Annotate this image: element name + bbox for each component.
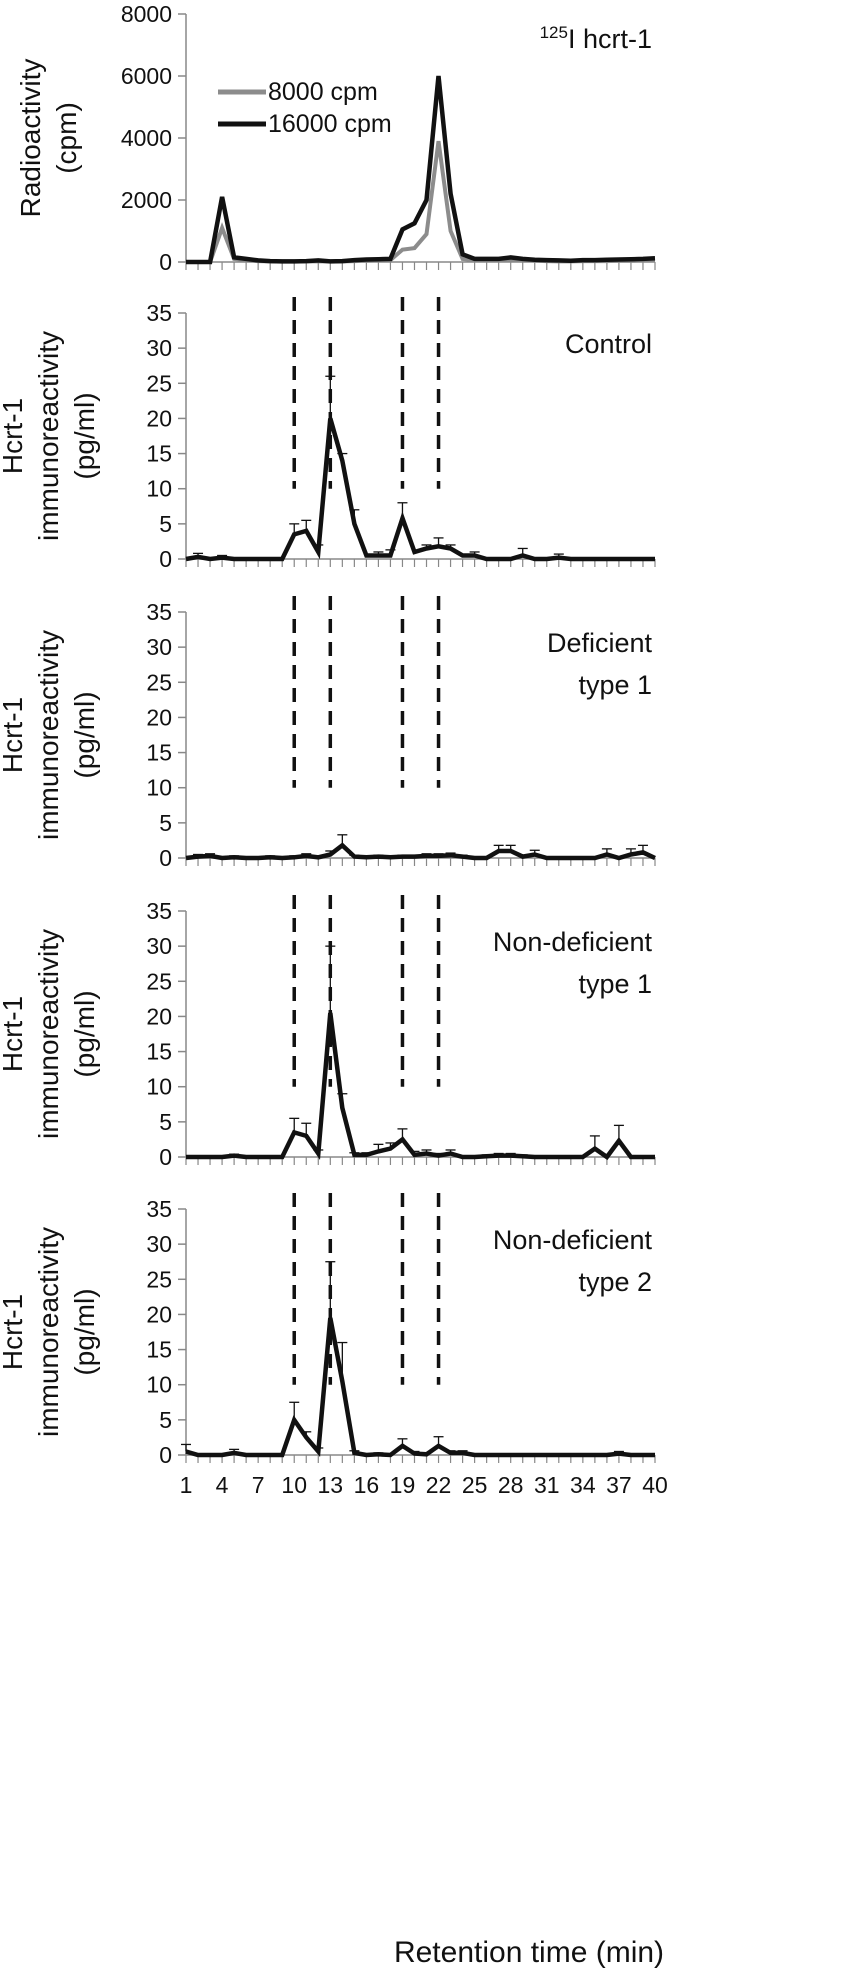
series-line-1 (186, 140, 656, 264)
y-tick-label: 20 (146, 704, 172, 730)
y-axis-label-line: immunoreactivity (33, 331, 64, 541)
chart-panel-4: 0 5 10 15 20 25 30 35 Hcrt-1 immunoreactivity (pg/… (0, 895, 656, 1170)
y-tick-label: 15 (146, 1337, 172, 1363)
panel-label-line: type 2 (578, 1267, 652, 1297)
x-tick-label: 28 (498, 1472, 524, 1498)
data-line (185, 417, 655, 562)
legend-entry: 16000 cpm (268, 110, 392, 138)
y-tick-label: 8000 (121, 1, 172, 27)
y-tick-label: 10 (146, 1074, 172, 1100)
x-tick-label: 10 (281, 1472, 307, 1498)
legend-entry: 8000 cpm (268, 78, 378, 106)
y-tick-label: 20 (146, 405, 172, 431)
y-tick-label: 15 (146, 441, 172, 467)
x-tick-label: 22 (426, 1472, 452, 1498)
y-tick-label: 30 (146, 933, 172, 959)
y-tick-label: 4000 (121, 125, 172, 151)
panel-label-line: Deficient (547, 628, 653, 658)
x-tick-label: 7 (252, 1472, 265, 1498)
y-tick-label: 20 (146, 1003, 172, 1029)
y-tick-label: 30 (146, 1231, 172, 1257)
series-line-2 (186, 75, 656, 265)
panel-label-line: Control (565, 329, 652, 359)
y-tick-label: 0 (159, 1144, 172, 1170)
chart-panel-5: 0 5 10 15 20 25 30 35 Hcrt-1 immunoreactivity (pg/… (0, 1193, 668, 1498)
panel-title: 125I hcrt-1 (540, 23, 652, 54)
data-line (185, 1317, 655, 1458)
y-axis-label-line: Hcrt-1 (0, 697, 28, 773)
y-tick-label: 0 (159, 249, 172, 275)
y-tick-label: 2000 (121, 187, 172, 213)
x-tick-label: 13 (318, 1472, 344, 1498)
y-axis-label-line: Radioactivity (15, 59, 46, 218)
y-tick-label: 35 (146, 300, 172, 326)
y-tick-label: 6000 (121, 63, 172, 89)
x-tick-label: 19 (390, 1472, 416, 1498)
y-tick-label: 5 (159, 1407, 172, 1433)
y-tick-label: 30 (146, 634, 172, 660)
y-axis-label-line: (pg/ml) (69, 1288, 100, 1375)
y-axis-label-line: Hcrt-1 (0, 1294, 28, 1370)
y-tick-label: 15 (146, 1039, 172, 1065)
y-axis-label-line: (pg/ml) (69, 691, 100, 778)
y-axis-label-line: immunoreactivity (33, 929, 64, 1139)
y-axis-label-line: Hcrt-1 (0, 398, 28, 474)
chart-panel-1: 0 2000 4000 6000 8000 Radioactivity (cpm) 125I … (15, 1, 656, 275)
y-tick-label: 30 (146, 335, 172, 361)
y-axis-label-line: (pg/ml) (69, 392, 100, 479)
panel-title-superscript: 125 (540, 23, 568, 42)
panel-label-line: type 1 (578, 670, 652, 700)
y-tick-label: 25 (146, 370, 172, 396)
x-tick-label: 4 (216, 1472, 229, 1498)
y-tick-label: 25 (146, 968, 172, 994)
y-tick-label: 5 (159, 511, 172, 537)
panel-label-line: Non-deficient (493, 927, 653, 957)
y-tick-label: 35 (146, 599, 172, 625)
y-axis-label-line: immunoreactivity (33, 1227, 64, 1437)
x-tick-label: 37 (606, 1472, 632, 1498)
y-axis-label-line: (cpm) (51, 102, 82, 174)
x-tick-label: 34 (570, 1472, 596, 1498)
y-tick-label: 25 (146, 669, 172, 695)
y-tick-label: 25 (146, 1266, 172, 1292)
data-line (185, 842, 656, 861)
y-tick-label: 10 (146, 775, 172, 801)
x-tick-label: 31 (534, 1472, 560, 1498)
data-line (186, 1012, 655, 1161)
y-tick-label: 35 (146, 1196, 172, 1222)
y-tick-label: 10 (146, 476, 172, 502)
panel-title-text: I hcrt-1 (568, 24, 652, 54)
y-tick-label: 20 (146, 1301, 172, 1327)
y-axis-label-line: immunoreactivity (33, 630, 64, 840)
x-tick-label: 40 (642, 1472, 668, 1498)
y-tick-label: 0 (159, 1442, 172, 1468)
y-tick-label: 0 (159, 546, 172, 572)
x-tick-label: 1 (180, 1472, 193, 1498)
y-axis-label-line: Hcrt-1 (0, 996, 28, 1072)
panel-label-line: type 1 (578, 969, 652, 999)
y-tick-label: 10 (146, 1372, 172, 1398)
y-tick-label: 5 (159, 1109, 172, 1135)
y-axis-label-line: (pg/ml) (69, 990, 100, 1077)
y-tick-label: 15 (146, 740, 172, 766)
x-tick-label: 16 (354, 1472, 380, 1498)
y-tick-label: 35 (146, 898, 172, 924)
panel-label-line: Non-deficient (493, 1225, 653, 1255)
x-axis-label: Retention time (min) (394, 1936, 664, 1969)
y-tick-label: 0 (159, 845, 172, 871)
y-tick-label: 5 (159, 810, 172, 836)
chart-panel-3: 0 5 10 15 20 25 30 35 Hcrt-1 immunoreactivity (pg/… (0, 596, 656, 871)
x-tick-label: 25 (462, 1472, 488, 1498)
chart-panel-2: 0 5 10 15 20 25 30 35 Hcrt-1 immunoreactivity (pg/… (0, 297, 656, 572)
